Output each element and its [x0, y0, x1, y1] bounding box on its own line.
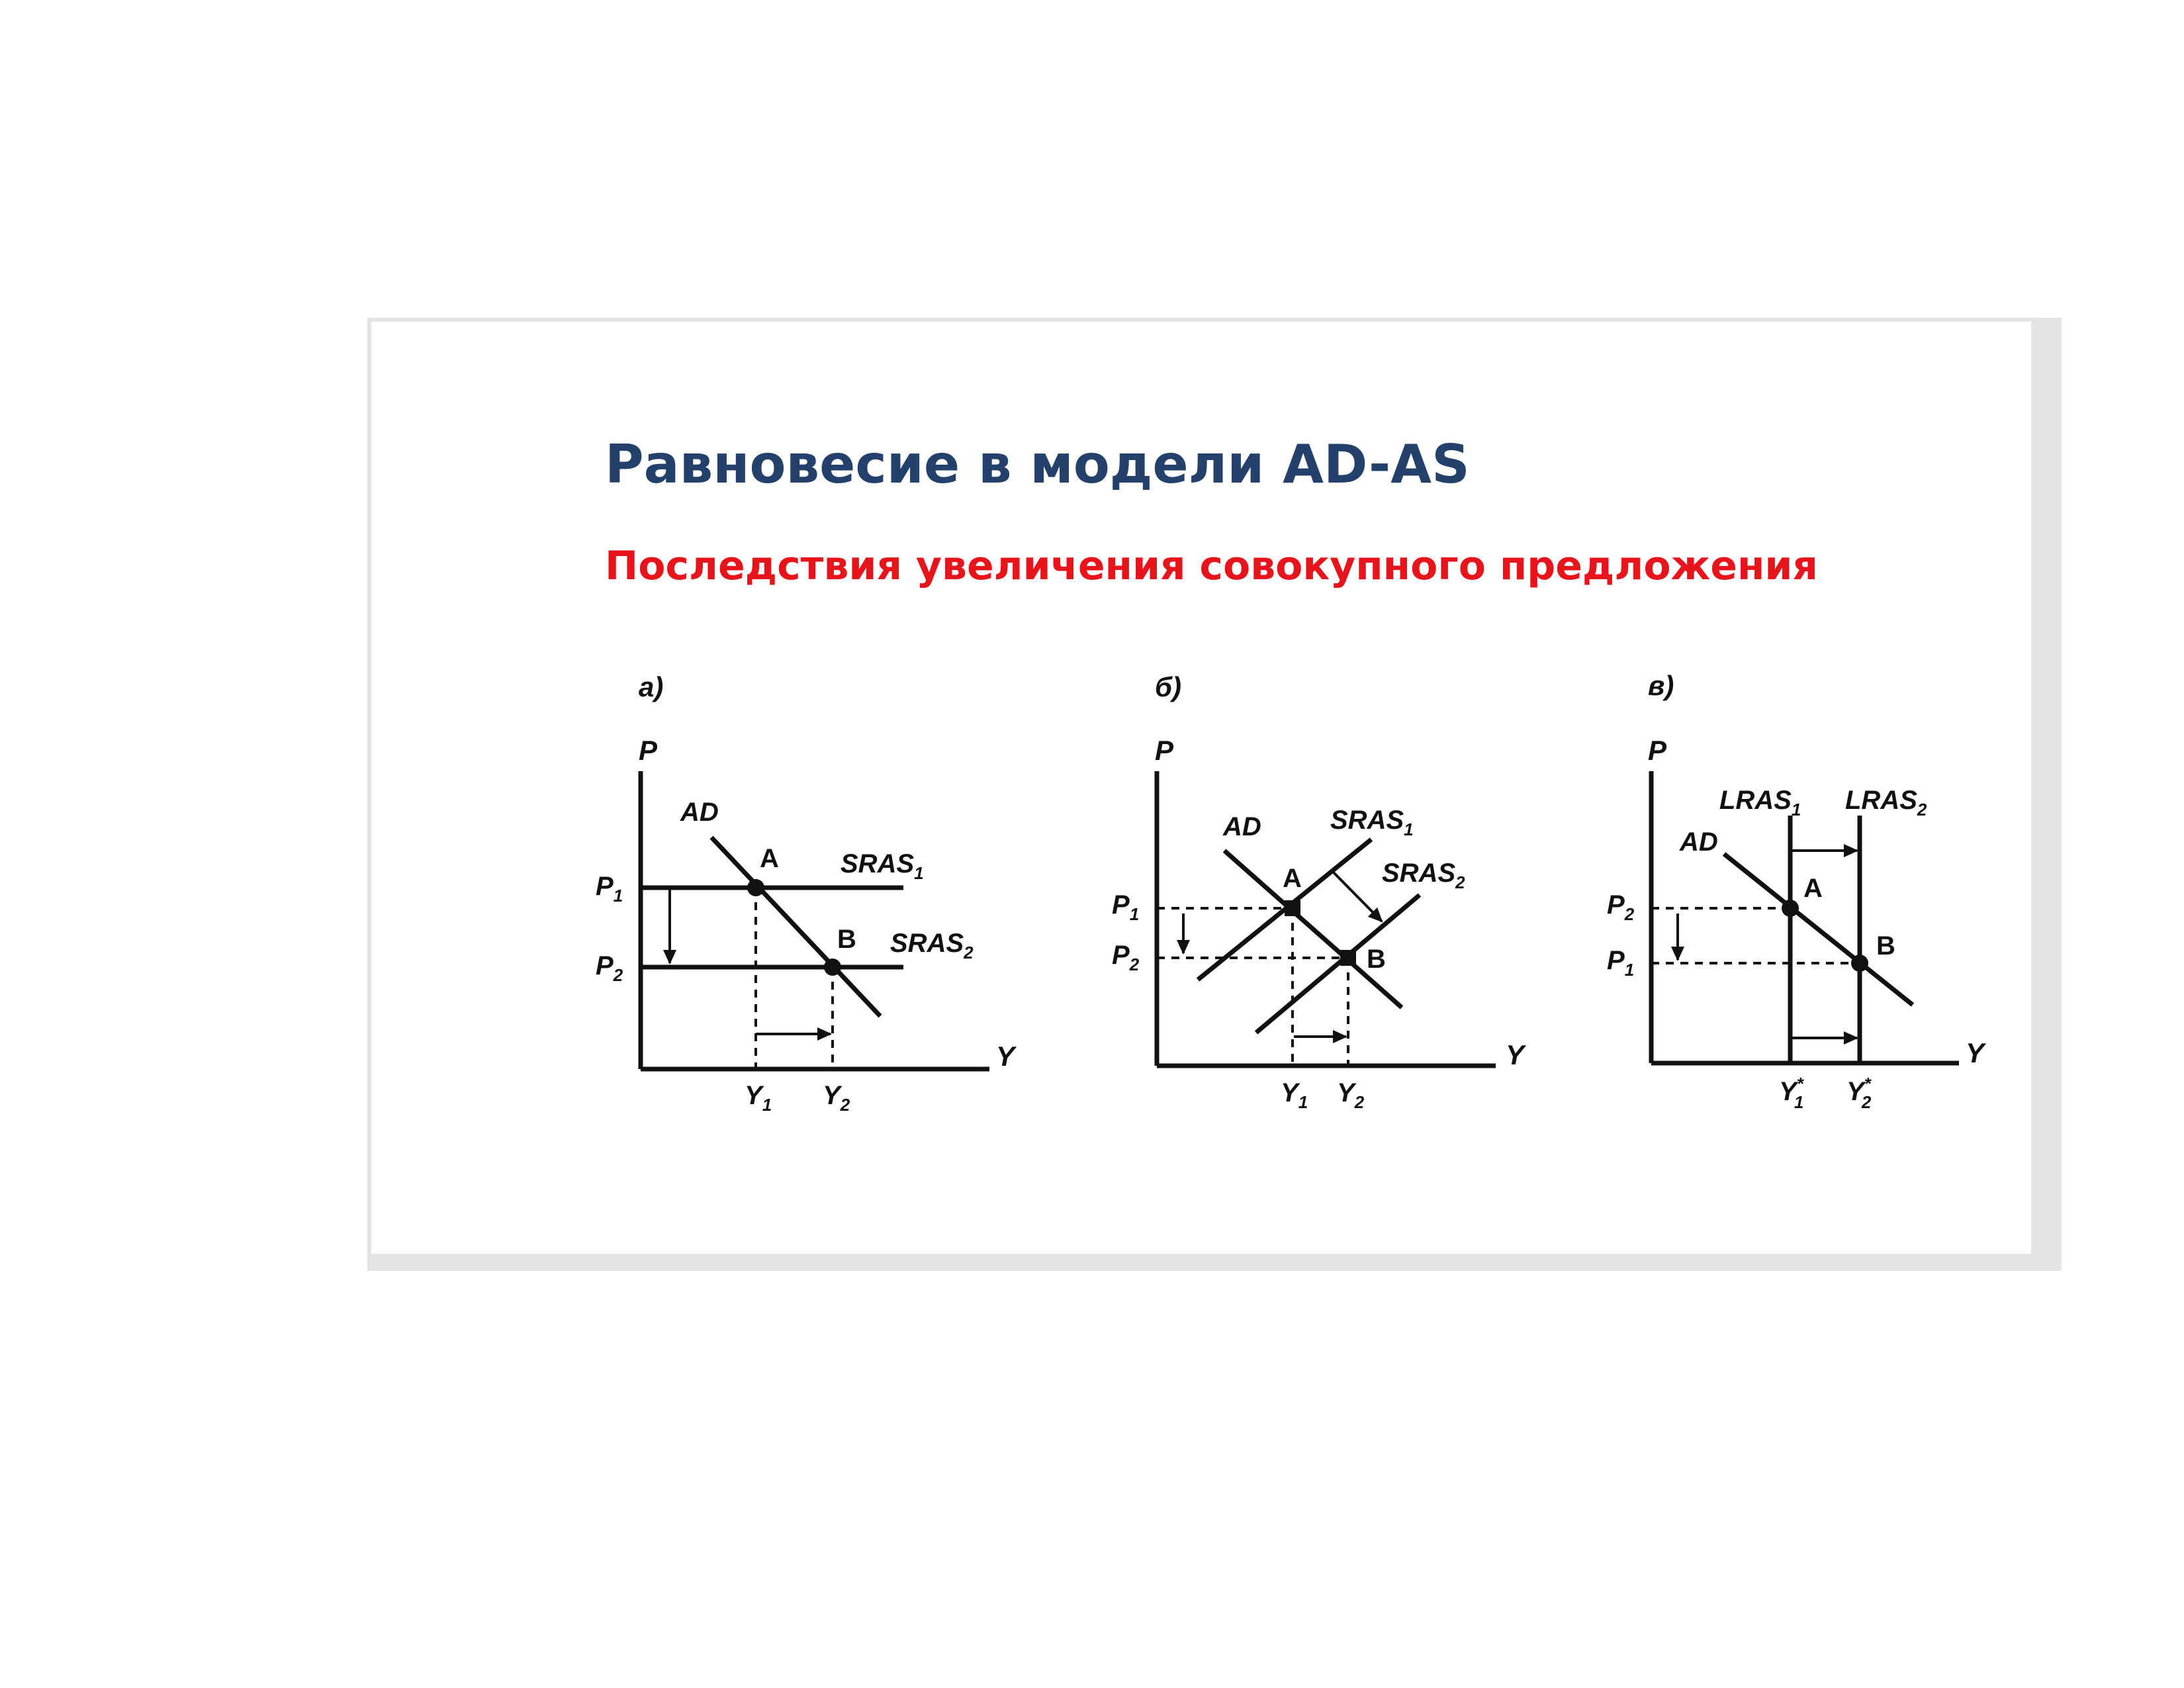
panel-c-point-a [1782, 900, 1799, 917]
panel-c-lras2-label: LRAS2 [1845, 786, 1927, 820]
panel-b: б) P Y AD A B SRAS1 SRAS2 P1 P2 Y1 Y2 [1112, 671, 1527, 1112]
panel-a-sras2-label: SRAS2 [890, 929, 974, 962]
panel-a-ad-label: AD [680, 798, 719, 827]
panel-a-label: а) [639, 671, 663, 702]
panel-c: в) P Y AD A B LRAS1 LRAS2 P2 P1 Y* 1 Y* 2 [1607, 670, 1987, 1112]
panel-b-point-a [1285, 900, 1300, 916]
panel-c-lras1-label: LRAS1 [1719, 786, 1801, 820]
panel-c-axis-y: Y [1966, 1037, 1987, 1068]
panel-b-p1-label: P1 [1112, 890, 1139, 924]
panel-c-p2-label: P2 [1607, 890, 1635, 924]
panel-c-p1-label: P1 [1607, 946, 1634, 980]
panel-a-point-b [824, 959, 841, 976]
panel-a-point-b-label: B [837, 925, 856, 954]
panel-a: а) P Y AD A B SRAS1 SRAS2 P1 P2 Y1 Y2 [596, 671, 1017, 1115]
panel-a-y2-label: Y2 [823, 1081, 850, 1115]
panel-b-point-b-label: B [1367, 945, 1386, 974]
panel-b-y2-label: Y2 [1337, 1078, 1365, 1112]
panel-c-y1-label: Y* 1 [1779, 1074, 1805, 1112]
panel-a-ad-line [709, 835, 882, 1018]
panel-c-y2-label: Y* 2 [1846, 1074, 1872, 1112]
panel-b-point-b [1340, 950, 1356, 966]
panel-b-sras1-label: SRAS1 [1330, 806, 1414, 839]
panel-a-point-a-label: A [760, 844, 779, 873]
slide [367, 318, 2035, 1258]
panel-a-axis-p: P [639, 735, 658, 766]
panel-b-sras2-label: SRAS2 [1382, 859, 1465, 892]
panel-c-point-b [1851, 955, 1868, 972]
panel-a-p1-label: P1 [596, 872, 623, 906]
panel-c-ad-line [1722, 852, 1915, 1007]
panel-c-axis-p: P [1648, 735, 1667, 766]
panel-b-p2-label: P2 [1112, 941, 1140, 974]
panel-b-ad-line [1222, 849, 1404, 1009]
slide-title: Равновесие в модели AD-AS [605, 434, 1470, 495]
panel-c-ad-label: AD [1679, 827, 1718, 857]
panel-b-sras2-line [1254, 893, 1422, 1035]
panel-b-shift-arrow [1332, 871, 1383, 923]
panel-c-point-b-label: B [1876, 931, 1895, 961]
panel-a-point-a [747, 879, 764, 896]
panel-b-axis-p: P [1155, 735, 1174, 766]
panel-b-point-a-label: A [1283, 864, 1302, 893]
panel-b-axis-y: Y [1506, 1039, 1527, 1070]
panel-c-point-a-label: A [1803, 874, 1823, 903]
panel-b-ad-label: AD [1222, 812, 1261, 841]
panel-c-label: в) [1648, 670, 1674, 701]
slide-subtitle: Последствия увеличения совокупного предл… [605, 543, 1818, 589]
panel-b-y1-label: Y1 [1281, 1078, 1308, 1112]
panel-a-y1-label: Y1 [745, 1081, 772, 1115]
panel-a-sras1-label: SRAS1 [841, 849, 924, 883]
panel-a-axis-y: Y [996, 1041, 1017, 1072]
panel-b-label: б) [1155, 671, 1181, 702]
panel-a-p2-label: P2 [596, 951, 623, 985]
